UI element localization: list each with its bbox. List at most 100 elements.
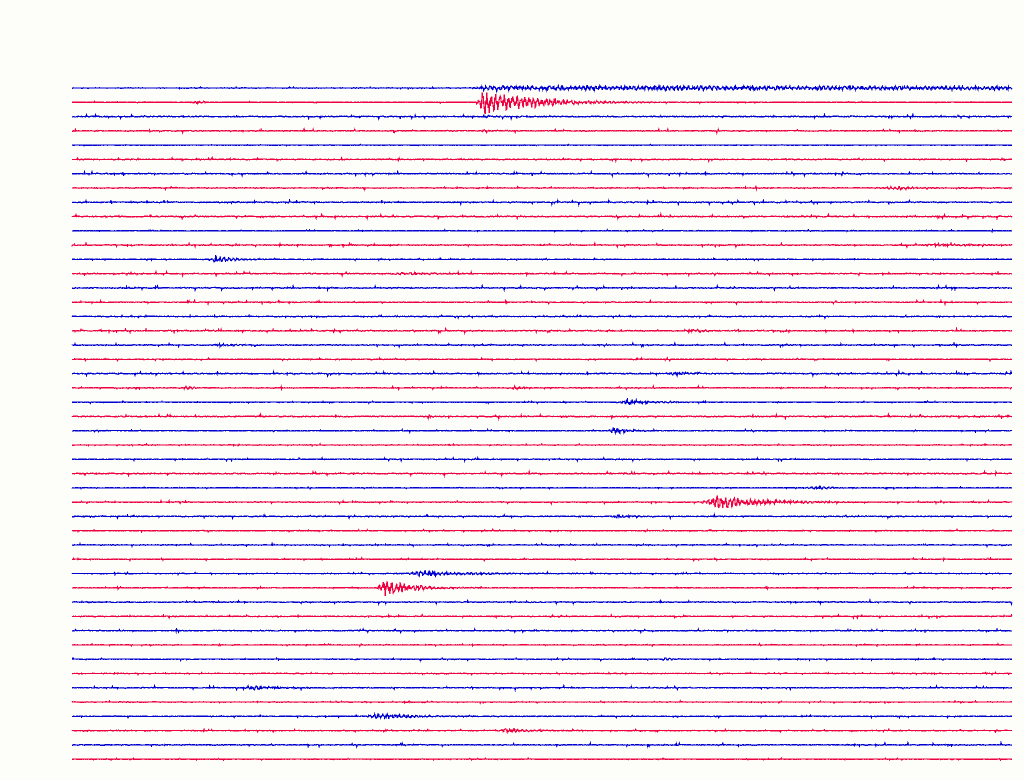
seismic-trace xyxy=(71,369,1013,379)
seismic-trace xyxy=(71,341,1013,349)
seismic-trace xyxy=(71,495,1013,509)
time-tick-label: 23:30 xyxy=(34,753,62,764)
time-tick-label: 01:00 xyxy=(34,110,62,121)
seismic-trace xyxy=(71,756,1013,762)
seismic-trace xyxy=(71,556,1013,563)
time-tick-label: 15:00 xyxy=(34,510,62,521)
seismic-trace xyxy=(71,397,1013,406)
applied-filter-label: Applied filter: WWSSN-SP xyxy=(8,53,196,68)
time-tick-label: 01:30 xyxy=(34,124,62,135)
time-tick-label: 07:00 xyxy=(34,281,62,292)
seismic-trace xyxy=(72,626,1013,635)
time-tick-label: 07:30 xyxy=(34,296,62,307)
seismic-trace xyxy=(71,469,1013,478)
seismic-trace xyxy=(72,670,1013,677)
seismic-trace xyxy=(71,412,1013,421)
time-tick-label: 13:00 xyxy=(34,453,62,464)
seismic-trace xyxy=(71,427,1013,436)
time-tick-label: 18:00 xyxy=(34,596,62,607)
seismic-trace xyxy=(71,313,1013,320)
seismic-trace xyxy=(71,83,1013,94)
time-tick-label: 10:00 xyxy=(34,367,62,378)
time-tick-label: 03:00 xyxy=(34,167,62,178)
time-tick-label: 18:30 xyxy=(34,610,62,621)
time-tick-label: 03:30 xyxy=(34,181,62,192)
seismic-trace xyxy=(71,597,1013,607)
time-tick-label: 14:30 xyxy=(34,496,62,507)
time-tick-label: 08:30 xyxy=(34,324,62,335)
seismic-trace xyxy=(71,384,1013,392)
time-tick-label: 02:30 xyxy=(34,153,62,164)
seismic-trace xyxy=(71,112,1013,121)
time-tick-label: 12:30 xyxy=(34,439,62,449)
seismic-trace xyxy=(71,527,1013,534)
time-tick-label: 21:00 xyxy=(34,681,62,692)
seismic-trace xyxy=(71,241,1013,250)
seismic-trace xyxy=(71,143,1013,147)
time-tick-label: 11:00 xyxy=(34,396,62,407)
time-tick-label: 20:30 xyxy=(34,667,62,678)
time-tick-label: 16:30 xyxy=(34,553,62,564)
seismic-trace xyxy=(71,699,1013,705)
seismic-trace xyxy=(71,126,1013,136)
time-tick-label: 16:00 xyxy=(34,538,62,549)
seismic-trace xyxy=(71,683,1013,692)
time-tick-label: 19:00 xyxy=(34,624,62,635)
seismic-trace xyxy=(71,727,1013,735)
seismic-trace xyxy=(71,512,1013,521)
seismic-trace xyxy=(71,269,1013,278)
time-tick-label: 15:30 xyxy=(34,524,62,535)
seismic-trace xyxy=(71,569,1013,579)
seismic-trace xyxy=(71,581,1013,597)
seismic-trace xyxy=(71,198,1013,207)
time-tick-label: 00:30 xyxy=(34,96,62,107)
time-tick-label: 06:30 xyxy=(34,267,62,278)
seismic-trace xyxy=(71,283,1013,293)
time-tick-label: 02:00 xyxy=(34,139,62,150)
time-tick-label: 19:30 xyxy=(34,638,62,649)
time-tick-label: 11:30 xyxy=(34,410,62,421)
seismic-trace xyxy=(71,356,1013,363)
seismic-trace xyxy=(71,656,1013,663)
seismic-trace xyxy=(71,442,1013,448)
seismic-trace xyxy=(71,740,1013,749)
time-tick-label: 22:00 xyxy=(34,710,62,721)
seismic-trace xyxy=(71,711,1013,720)
time-tick-label: 09:00 xyxy=(34,339,62,350)
time-tick-label: 23:00 xyxy=(34,738,62,749)
seismic-trace xyxy=(71,613,1013,621)
time-tick-label: 22:30 xyxy=(34,724,62,735)
seismic-trace xyxy=(71,184,1013,192)
seismic-trace xyxy=(71,456,1013,463)
time-tick-label: 12:00 xyxy=(34,424,62,435)
time-tick-label: 17:00 xyxy=(34,567,62,578)
time-tick-label: 05:30 xyxy=(34,239,62,250)
seismic-trace xyxy=(71,92,1013,115)
seismic-trace xyxy=(71,484,1013,491)
seismic-trace xyxy=(71,212,1013,221)
time-tick-label: 05:00 xyxy=(34,224,62,235)
time-tick-label: 09:30 xyxy=(34,353,62,364)
seismic-trace xyxy=(71,298,1013,307)
time-tick-label: 00:00 xyxy=(34,82,62,92)
time-tick-label: 21:30 xyxy=(34,696,62,707)
seismic-trace xyxy=(71,326,1013,336)
seismic-trace xyxy=(71,541,1013,549)
seismic-trace xyxy=(71,228,1013,234)
date-label: 2018-12-09 xyxy=(941,22,1014,36)
time-tick-label: 10:30 xyxy=(34,381,62,392)
time-tick-label: 04:00 xyxy=(34,196,62,207)
seismic-trace xyxy=(71,642,1013,648)
seismic-trace xyxy=(71,155,1013,164)
time-tick-label: 13:30 xyxy=(34,467,62,478)
time-tick-label: 04:30 xyxy=(34,210,62,221)
time-tick-label: 06:00 xyxy=(34,253,62,264)
time-tick-label: 14:00 xyxy=(34,481,62,492)
seismic-trace xyxy=(71,254,1013,263)
station-title: HL Aperanthos (Naxos) xyxy=(8,19,173,34)
time-tick-label: 20:00 xyxy=(34,653,62,664)
time-tick-label: 08:00 xyxy=(34,310,62,321)
seismic-trace xyxy=(71,169,1013,179)
